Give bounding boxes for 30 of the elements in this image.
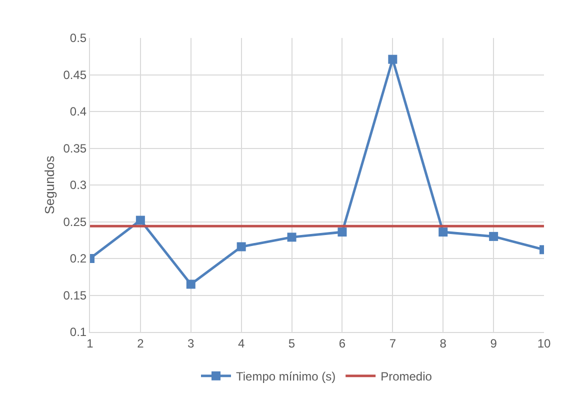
y-tick-label: 0.15 bbox=[63, 288, 87, 302]
x-tick-label: 10 bbox=[537, 336, 551, 350]
x-tick-label: 8 bbox=[440, 336, 447, 350]
point bbox=[388, 54, 398, 64]
legend-label: Tiempo mínimo (s) bbox=[236, 370, 336, 384]
y-tick-label: 0.45 bbox=[63, 68, 87, 82]
point bbox=[236, 242, 246, 252]
y-tick-label: 0.1 bbox=[70, 325, 87, 340]
legend-label: Promedio bbox=[380, 370, 432, 384]
x-tick-label: 6 bbox=[338, 336, 346, 350]
y-tick-label: 0.5 bbox=[70, 31, 87, 46]
x-tick-label: 4 bbox=[238, 336, 245, 350]
y-tick-label: 0.35 bbox=[63, 141, 87, 156]
point bbox=[489, 232, 498, 241]
point bbox=[136, 216, 145, 225]
y-tick-label: 0.25 bbox=[63, 214, 87, 229]
x-tick-label: 7 bbox=[389, 336, 396, 350]
x-tick-label: 9 bbox=[490, 336, 498, 350]
y-axis-title: Segundos bbox=[42, 155, 57, 214]
x-tick-label: 5 bbox=[288, 336, 296, 350]
point bbox=[287, 232, 296, 242]
x-tick-label: 2 bbox=[137, 336, 144, 350]
y-tick-label: 0.3 bbox=[70, 178, 87, 192]
point bbox=[338, 228, 347, 237]
point bbox=[438, 228, 448, 237]
x-tick-label: 3 bbox=[188, 336, 195, 350]
y-tick-label: 0.4 bbox=[70, 104, 87, 119]
y-tick-label: 0.2 bbox=[70, 252, 87, 266]
point bbox=[186, 280, 196, 289]
x-tick-label: 1 bbox=[86, 336, 94, 350]
